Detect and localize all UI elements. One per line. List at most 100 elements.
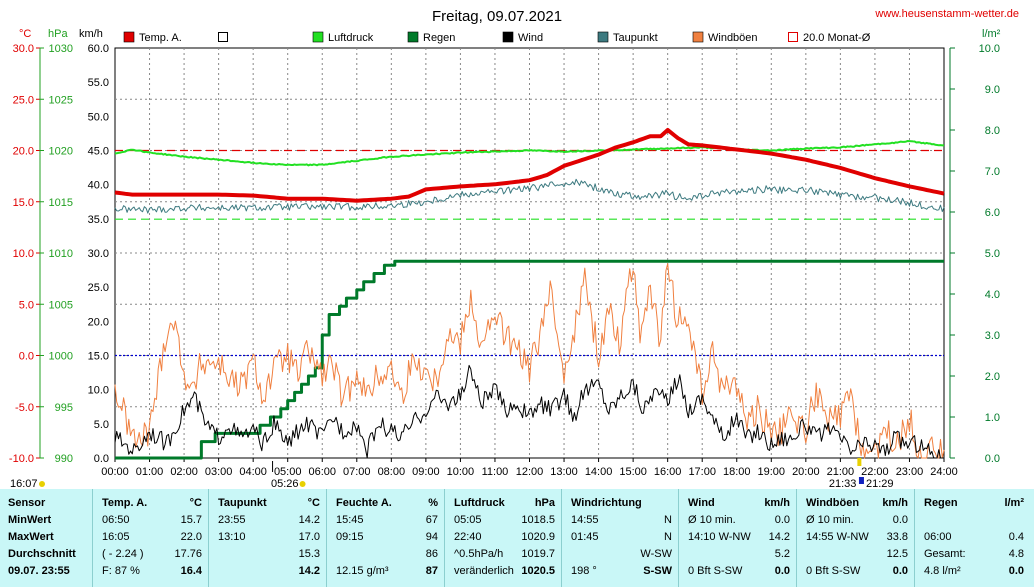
cell-label: Windböen (806, 497, 860, 509)
rain-tick-label: 6.0 (985, 207, 1000, 219)
cell-label: Ø 10 min. (688, 514, 736, 526)
legend-swatch (692, 31, 704, 43)
legend-item: Windböen (692, 31, 758, 44)
cell-label: 05:05 (454, 514, 482, 526)
legend-item (218, 32, 228, 42)
wind-tick-label: 0.0 (94, 453, 109, 465)
x-tick-label: 24:00 (930, 466, 958, 478)
stats-cell: 05:05 1018.5 (444, 512, 561, 529)
wind-tick-label: 10.0 (88, 385, 109, 397)
cell-label: 23:55 (218, 514, 246, 526)
cell-label: Feuchte A. (336, 497, 392, 509)
wind-tick-label: 40.0 (88, 180, 109, 192)
cell-value: W-SW (640, 548, 672, 560)
cell-value: °C (307, 497, 320, 509)
stats-header: Windböen km/h (796, 495, 914, 512)
stats-column: Sensor MinWert MaxWert Durchschnitt 09.07. 2… (4, 489, 93, 587)
series-taupunkt (114, 178, 945, 214)
chart-title: Freitag, 09.07.2021 (432, 8, 562, 25)
x-tick-label: 07:00 (343, 466, 371, 478)
temp-tick-label: 10.0 (13, 248, 34, 260)
marker-label: 21:33 (829, 478, 857, 489)
cell-value: km/h (764, 497, 790, 509)
cell-label: 09.07. 23:55 (8, 565, 70, 577)
chart-legend: Temp. A. Luftdruck Regen Wind Taupunkt Windbö… (123, 31, 871, 44)
marker-label: 05:26 (271, 478, 299, 489)
cell-value: 0.0 (1008, 565, 1024, 577)
legend-label: Luftdruck (328, 32, 374, 44)
stats-cell: veränderlich 1020.5 (444, 563, 561, 580)
stats-cell: 14:55 W-NW 33.8 (796, 529, 914, 546)
cell-value: 67 (425, 514, 438, 526)
cell-label: 14:10 W-NW (688, 531, 751, 543)
stats-cell: 06:00 0.4 (914, 529, 1030, 546)
cell-label: Sensor (8, 497, 46, 509)
cell-value: 94 (425, 531, 438, 543)
legend-swatch (123, 31, 135, 43)
cell-value: 14.2 (298, 514, 320, 526)
legend-label: Windböen (708, 32, 758, 44)
pressure-tick-label: 1025 (49, 94, 73, 106)
legend-swatch (788, 32, 798, 42)
stats-cell: 06:50 15.7 (92, 512, 208, 529)
stats-cell: 14:10 W-NW 14.2 (678, 529, 796, 546)
cell-value: hPa (534, 497, 555, 509)
rain-tick-label: 4.0 (985, 289, 1000, 301)
wind-tick-label: 5.0 (94, 419, 109, 431)
x-tick-label: 01:00 (136, 466, 164, 478)
cell-value: 12.5 (886, 548, 908, 560)
rain-tick-label: 8.0 (985, 125, 1000, 137)
stats-cell: 0 Bft S-SW 0.0 (678, 563, 796, 580)
wind-tick-label: 25.0 (88, 282, 109, 294)
weather-chart: Freitag, 09.07.2021 www.heusenstamm-wett… (9, 8, 1019, 489)
stats-cell: MinWert (4, 512, 92, 529)
rain-tick-label: 9.0 (985, 84, 1000, 96)
cell-label: 01:45 (571, 531, 599, 543)
stats-cell: 198 ° S-SW (561, 563, 678, 580)
temp-tick-label: 30.0 (13, 43, 34, 55)
wind-tick-label: 30.0 (88, 248, 109, 260)
x-tick-label: 12:00 (516, 466, 544, 478)
stats-column: Regen l/m² 06:00 0.4 Gesamt: 4.8 4.8 l/m² 0.0 (914, 489, 1030, 587)
stats-cell: 14.2 (208, 563, 326, 580)
cell-label: Durchschnitt (8, 548, 76, 560)
cell-value: l/m² (1004, 497, 1024, 509)
x-tick-label: 03:00 (205, 466, 233, 478)
cell-label: 198 ° (571, 565, 597, 577)
x-tick-label: 19:00 (758, 466, 786, 478)
cell-value: 17.76 (174, 548, 202, 560)
series-regen (115, 259, 944, 460)
stats-cell: W-SW (561, 546, 678, 563)
cell-value: 87 (425, 565, 438, 577)
site-url[interactable]: www.heusenstamm-wetter.de (874, 8, 1019, 20)
rain-tick-label: 5.0 (985, 248, 1000, 260)
x-tick-label: 09:00 (412, 466, 440, 478)
x-tick-label: 23:00 (896, 466, 924, 478)
stats-cell: 86 (326, 546, 444, 563)
cell-label: 09:15 (336, 531, 364, 543)
stats-table: Sensor MinWert MaxWert Durchschnitt 09.07. 2… (0, 489, 1034, 587)
legend-swatch (407, 31, 419, 43)
legend-item: Temp. A. (123, 31, 182, 44)
pressure-tick-label: 1020 (49, 146, 73, 158)
pressure-tick-label: 1000 (49, 351, 73, 363)
stats-cell: 15:45 67 (326, 512, 444, 529)
x-tick-label: 10:00 (447, 466, 475, 478)
stats-cell: 4.8 l/m² 0.0 (914, 563, 1030, 580)
cell-label: ( - 2.24 ) (102, 548, 144, 560)
wind-tick-label: 55.0 (88, 77, 109, 89)
stats-header: Taupunkt °C (208, 495, 326, 512)
wind-tick-label: 60.0 (88, 43, 109, 55)
cell-value: 16.4 (180, 565, 202, 577)
stats-cell: 12.5 (796, 546, 914, 563)
marker-dot (857, 458, 862, 466)
temp-tick-label: 25.0 (13, 94, 34, 106)
time-marker: 05:26 (271, 461, 306, 489)
cell-value: 15.3 (298, 548, 320, 560)
cell-label: 14:55 (571, 514, 599, 526)
cell-label: veränderlich (454, 565, 514, 577)
stats-column: Temp. A. °C 06:50 15.7 16:05 22.0 ( - 2.24 ) 17… (92, 489, 209, 587)
x-tick-label: 13:00 (550, 466, 578, 478)
cell-value: °C (189, 497, 202, 509)
stats-cell: 22:40 1020.9 (444, 529, 561, 546)
